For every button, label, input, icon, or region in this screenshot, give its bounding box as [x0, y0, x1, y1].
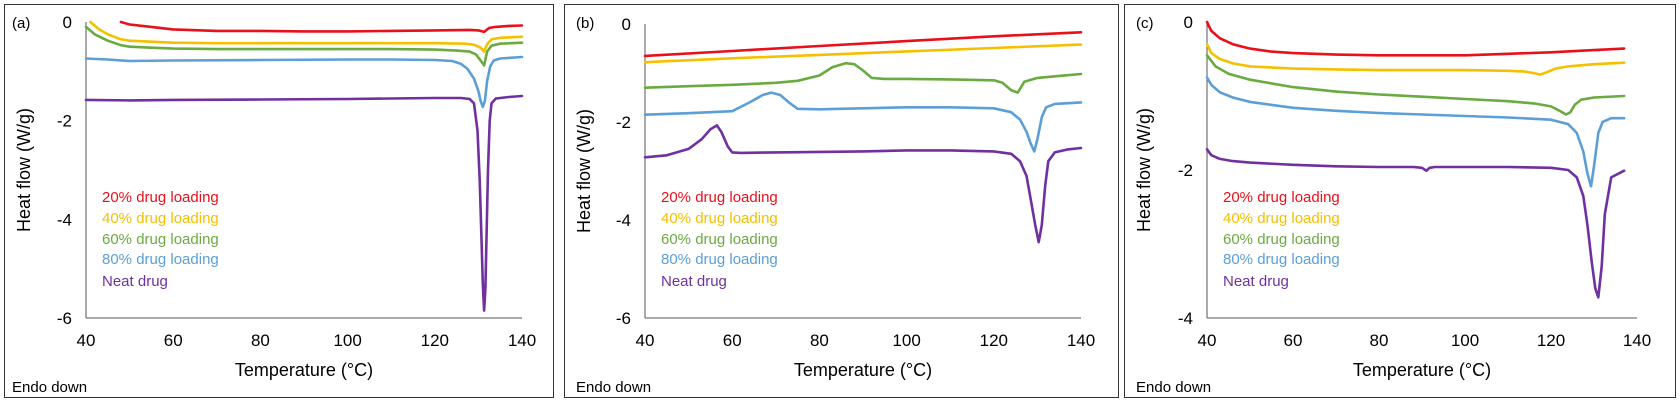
panel-a — [4, 4, 554, 398]
chart-3-annotation: Endo down — [1136, 379, 1211, 396]
chart-1-x-tick-label: 140 — [508, 331, 536, 350]
chart-3-legend-entry: 40% drug loading — [1223, 210, 1340, 227]
chart-2-series-line — [643, 43, 1083, 64]
chart-2-annotation: Endo down — [576, 379, 651, 396]
chart-2-series-line — [643, 91, 1083, 153]
chart-1-x-tick-label: 120 — [421, 331, 449, 350]
chart-3-y-tick-label: -4 — [1178, 309, 1193, 328]
chart-3-x-tick-label: 60 — [1284, 331, 1303, 350]
chart-1-x-axis-title: Temperature (°C) — [235, 360, 373, 380]
chart-1-y-axis-title: Heat flow (W/g) — [14, 108, 34, 232]
chart-2-series-line — [643, 61, 1083, 94]
chart-2-x-tick-label: 40 — [636, 331, 655, 350]
chart-2-y-tick-label: -4 — [616, 211, 631, 230]
chart-3-x-tick-label: 120 — [1537, 331, 1565, 350]
chart-2-legend-entry: 80% drug loading — [661, 251, 778, 268]
chart-3-series-line — [1205, 42, 1626, 76]
chart-3-y-tick-label: 0 — [1184, 13, 1193, 32]
chart-1-legend-entry: 20% drug loading — [102, 189, 219, 206]
chart-2-y-axis-title: Heat flow (W/g) — [574, 109, 594, 233]
chart-1-series-line — [84, 25, 524, 67]
chart-2-x-tick-label: 140 — [1067, 331, 1095, 350]
chart-1-annotation: Endo down — [12, 379, 87, 396]
chart-3-legend-entry: 20% drug loading — [1223, 189, 1340, 206]
chart-1-x-tick-label: 80 — [251, 331, 270, 350]
chart-2-panel-label: (b) — [576, 15, 594, 32]
chart-3-series-line — [1205, 148, 1626, 299]
chart-2-x-tick-label: 100 — [892, 331, 920, 350]
chart-1-x-tick-label: 40 — [77, 331, 96, 350]
chart-2-legend-entry: 60% drug loading — [661, 231, 778, 248]
chart-2-y-tick-label: -2 — [616, 113, 631, 132]
chart-1-y-tick-label: -4 — [57, 210, 72, 229]
chart-1-panel-label: (a) — [12, 15, 30, 32]
chart-2-y-tick-label: -6 — [616, 309, 631, 328]
chart-1-x-tick-label: 60 — [164, 331, 183, 350]
chart-1-legend-entry: Neat drug — [102, 273, 168, 290]
chart-3-x-tick-label: 140 — [1623, 331, 1651, 350]
chart-3-series-line — [1205, 54, 1626, 116]
chart-1-legend-entry: 60% drug loading — [102, 231, 219, 248]
chart-3-y-tick-label: -2 — [1178, 161, 1193, 180]
chart-1-y-tick-label: -6 — [57, 309, 72, 328]
chart-3-series-line — [1205, 20, 1626, 57]
chart-3-panel-label: (c) — [1136, 15, 1154, 32]
chart-3-legend-entry: Neat drug — [1223, 273, 1289, 290]
chart-3-legend-entry: 80% drug loading — [1223, 251, 1340, 268]
chart-1-y-tick-label: 0 — [63, 13, 72, 32]
chart-2-legend-entry: 40% drug loading — [661, 210, 778, 227]
chart-1-legend-entry: 80% drug loading — [102, 251, 219, 268]
chart-1-y-tick-label: -2 — [57, 112, 72, 131]
chart-2-series-line — [643, 30, 1083, 58]
chart-3-x-tick-label: 40 — [1198, 331, 1217, 350]
chart-3-y-axis-title: Heat flow (W/g) — [1134, 108, 1154, 232]
panel-b — [564, 4, 1119, 398]
chart-1-series-line — [84, 94, 524, 312]
chart-2-y-tick-label: 0 — [622, 15, 631, 34]
chart-3-x-tick-label: 80 — [1370, 331, 1389, 350]
chart-2-legend-entry: Neat drug — [661, 273, 727, 290]
chart-2-x-tick-label: 120 — [980, 331, 1008, 350]
chart-1-series-line — [119, 20, 524, 34]
chart-2-x-tick-label: 60 — [723, 331, 742, 350]
chart-3-series-line — [1205, 76, 1626, 188]
chart-3-x-tick-label: 100 — [1451, 331, 1479, 350]
chart-2-x-tick-label: 80 — [810, 331, 829, 350]
chart-2-x-axis-title: Temperature (°C) — [794, 360, 932, 380]
chart-1-series-line — [84, 55, 524, 109]
chart-3-legend-entry: 60% drug loading — [1223, 231, 1340, 248]
chart-3-x-axis-title: Temperature (°C) — [1353, 360, 1491, 380]
chart-1-x-tick-label: 100 — [333, 331, 361, 350]
chart-2-legend-entry: 20% drug loading — [661, 189, 778, 206]
chart-1-series-line — [89, 20, 524, 53]
chart-1-legend-entry: 40% drug loading — [102, 210, 219, 227]
chart-2-series-line — [643, 124, 1083, 244]
